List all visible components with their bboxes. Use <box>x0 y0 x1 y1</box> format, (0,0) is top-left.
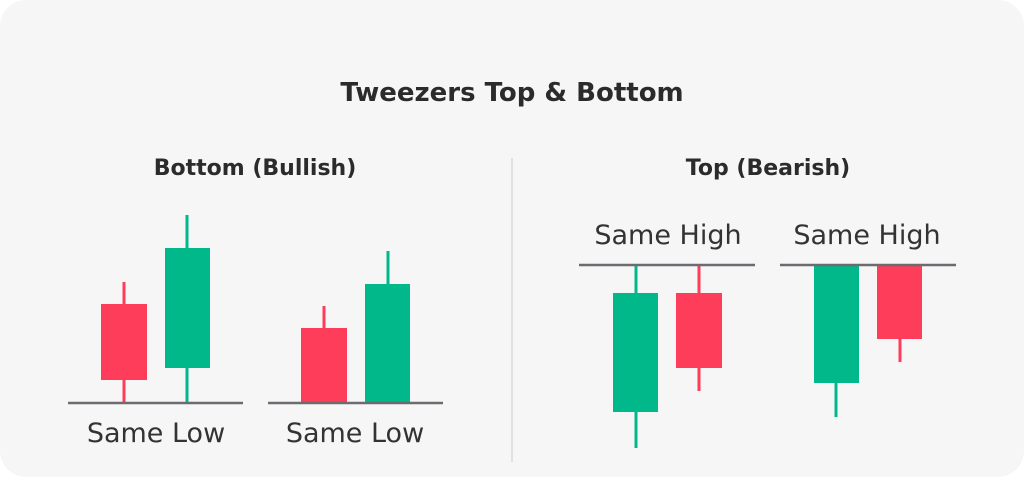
same-high-label: Same High <box>793 220 940 251</box>
diagram-title: Tweezers Top & Bottom <box>340 78 683 108</box>
same-low-label: Same Low <box>286 418 424 449</box>
bearish-candle-body <box>301 328 347 403</box>
same-low-label: Same Low <box>87 418 225 449</box>
bullish-candle-body <box>165 248 210 368</box>
bearish-candle-body <box>877 265 922 339</box>
top-pattern-2: Same High <box>780 220 956 417</box>
bearish-candle-body <box>101 304 147 380</box>
same-high-label: Same High <box>594 220 741 251</box>
bottom-pattern-1: Same Low <box>68 215 243 449</box>
bullish-candle-body <box>814 265 859 383</box>
bullish-candle-body <box>613 293 658 412</box>
bottom-pattern-2: Same Low <box>268 251 443 449</box>
top-heading: Top (Bearish) <box>686 156 850 181</box>
top-pattern-1: Same High <box>579 220 755 448</box>
bottom-heading: Bottom (Bullish) <box>154 156 357 181</box>
bullish-candle-body <box>365 284 410 403</box>
bearish-candle-body <box>676 293 722 368</box>
